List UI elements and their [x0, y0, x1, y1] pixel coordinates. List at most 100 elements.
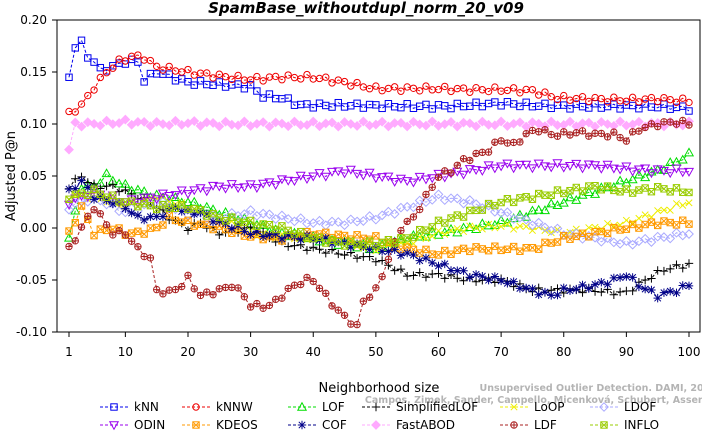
- point-odin: [339, 169, 350, 179]
- point-ldf: [196, 291, 205, 300]
- point-loop: [459, 228, 468, 236]
- point-simplifiedlof: [609, 290, 619, 299]
- point-kdeos: [516, 247, 524, 255]
- point-simplifiedlof: [415, 268, 424, 277]
- point-fastabod: [327, 117, 337, 128]
- point-odin: [596, 164, 607, 174]
- point-cof: [215, 217, 224, 226]
- point-cof: [465, 273, 475, 282]
- point-fastabod: [201, 117, 212, 128]
- point-knn: [447, 104, 455, 113]
- point-simplifiedlof: [315, 245, 324, 254]
- point-inflo: [653, 183, 662, 191]
- point-ldf: [215, 285, 224, 293]
- point-ldof: [433, 189, 444, 200]
- point-inflo: [278, 222, 286, 230]
- legend-label: LDF: [534, 418, 557, 432]
- legend-label: INFLO: [624, 418, 659, 432]
- point-cof: [396, 251, 406, 260]
- point-cof: [609, 273, 619, 283]
- point-simplifiedlof: [471, 277, 481, 286]
- point-simplifiedlof: [290, 241, 299, 250]
- point-odin: [289, 177, 300, 187]
- point-knnw: [610, 93, 618, 101]
- point-odin: [251, 184, 262, 193]
- point-ldf: [234, 284, 242, 292]
- point-ldof: [515, 212, 525, 223]
- series-knnw: [65, 51, 693, 116]
- series-line-knnw: [68, 54, 690, 113]
- point-simplifiedlof: [672, 260, 681, 269]
- point-cof: [246, 230, 255, 239]
- point-ldf: [303, 273, 311, 282]
- point-ldof: [370, 214, 381, 225]
- point-inflo: [447, 214, 455, 222]
- point-inflo: [453, 211, 461, 219]
- point-knnw: [209, 74, 217, 82]
- point-simplifiedlof: [597, 287, 606, 297]
- point-inflo: [409, 233, 418, 242]
- point-simplifiedlof: [628, 286, 637, 296]
- point-knnw: [365, 85, 374, 93]
- point-simplifiedlof: [409, 271, 418, 280]
- series-ldf: [65, 116, 693, 329]
- point-fastabod: [220, 116, 231, 127]
- point-ldof: [295, 213, 306, 224]
- x-tick-label: 20: [180, 345, 195, 359]
- point-fastabod: [189, 116, 200, 126]
- point-loop: [478, 225, 486, 233]
- point-fastabod: [214, 121, 225, 132]
- point-odin: [496, 162, 507, 172]
- point-ldf: [528, 126, 537, 135]
- point-ldof: [82, 196, 93, 207]
- point-odin: [615, 165, 626, 175]
- point-kdeos: [71, 219, 79, 227]
- point-ldof: [345, 214, 356, 225]
- point-fastabod: [546, 116, 557, 127]
- point-fastabod: [145, 121, 156, 132]
- point-ldf: [290, 281, 299, 289]
- point-odin: [608, 164, 619, 174]
- point-inflo: [660, 185, 668, 193]
- point-kdeos: [647, 218, 656, 226]
- y-tick-label: 0.05: [20, 169, 47, 183]
- point-knnw: [672, 98, 681, 107]
- point-lof: [633, 169, 644, 179]
- point-kdeos: [434, 251, 443, 259]
- point-kdeos: [616, 226, 624, 234]
- series-knn: [65, 36, 693, 115]
- point-knn: [472, 98, 480, 106]
- point-ldf: [347, 320, 355, 328]
- point-ldf: [466, 156, 474, 165]
- point-inflo: [178, 201, 186, 209]
- point-knnw: [253, 72, 261, 81]
- point-inflo: [84, 191, 92, 200]
- point-ldf: [353, 320, 361, 329]
- point-ldof: [684, 229, 694, 239]
- point-odin: [464, 165, 475, 175]
- series-line-simplifiedlof: [68, 176, 690, 296]
- point-knn: [77, 36, 86, 44]
- point-odin: [370, 174, 381, 184]
- point-ldf: [397, 226, 405, 235]
- point-ldf: [522, 129, 530, 138]
- point-cof: [89, 195, 99, 204]
- point-loop: [441, 230, 449, 239]
- point-simplifiedlof: [653, 266, 662, 275]
- point-ldf: [152, 285, 161, 294]
- point-kdeos: [497, 246, 505, 255]
- point-fastabod: [515, 117, 525, 128]
- point-simplifiedlof: [402, 271, 412, 281]
- point-cof: [227, 224, 237, 233]
- point-ldof: [452, 193, 463, 204]
- point-knnw: [528, 85, 537, 94]
- credit-prefix: Unsupervised Outlier Detection. DAMI, 20…: [480, 383, 702, 394]
- point-cof: [277, 234, 287, 244]
- point-kdeos: [660, 217, 668, 225]
- legend-marker-knnw: [192, 403, 200, 411]
- point-cof: [572, 284, 581, 294]
- point-loop: [654, 207, 662, 215]
- point-loop: [503, 220, 511, 228]
- point-ldf: [572, 129, 580, 137]
- point-knn: [215, 78, 224, 86]
